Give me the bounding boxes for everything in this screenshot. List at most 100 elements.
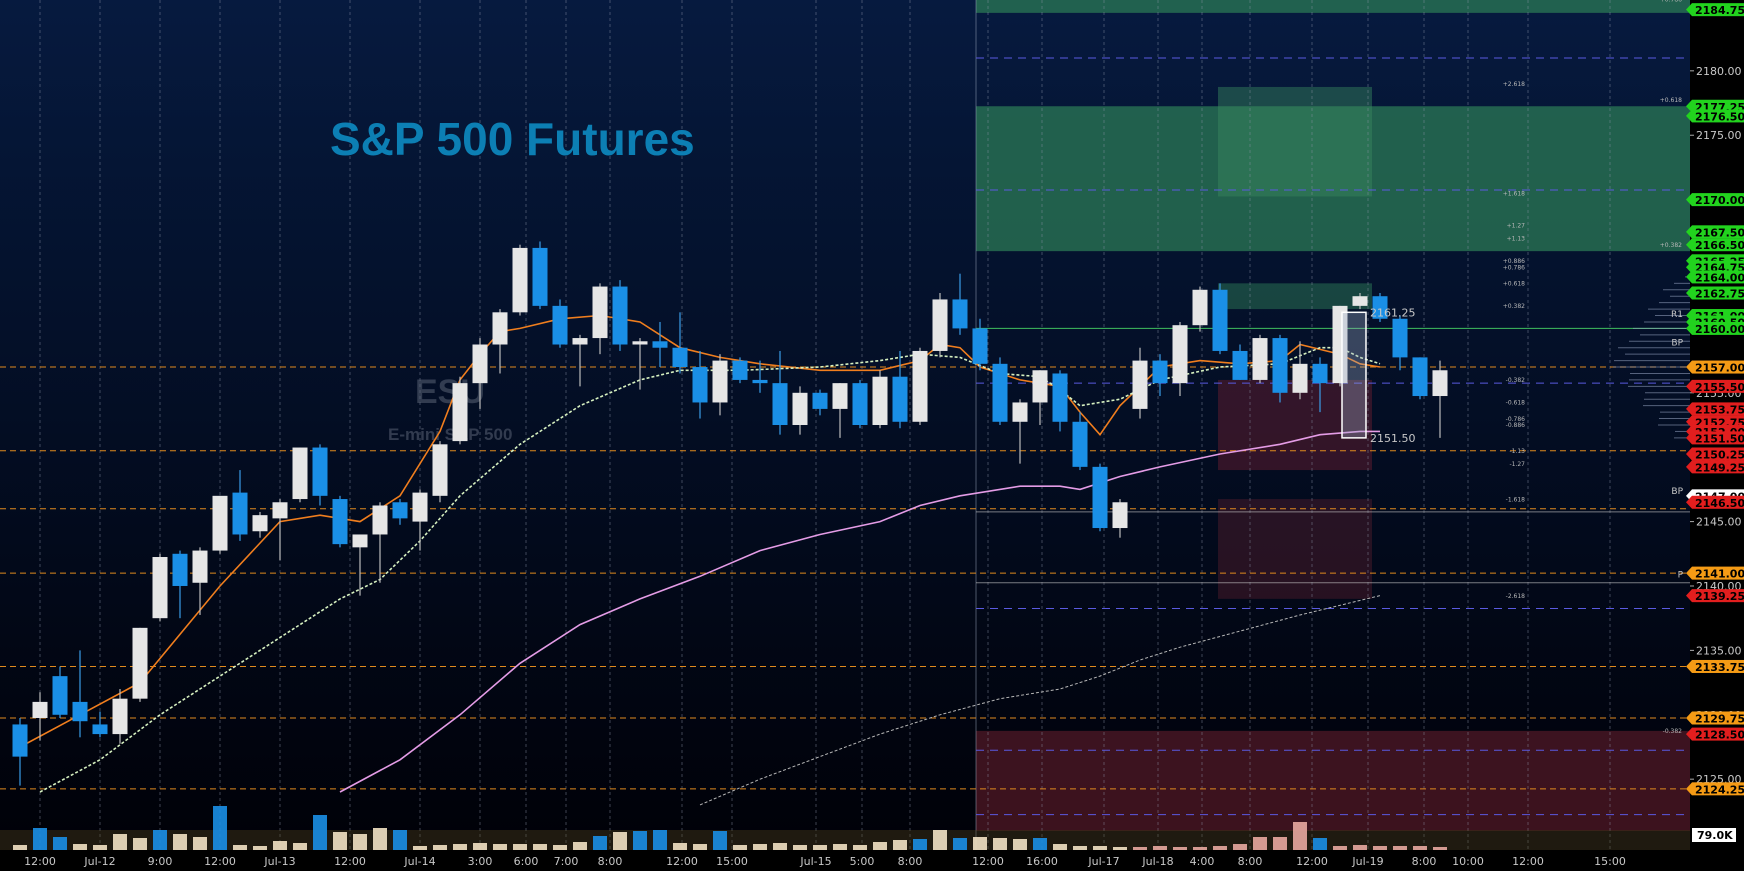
time-tick-label: 12:00: [666, 855, 698, 868]
volume-bar: [1433, 847, 1447, 850]
price-tag-pointer: [1686, 566, 1692, 580]
zone-red: [976, 730, 1690, 831]
price-tag-label: 2170.00: [1695, 194, 1744, 207]
price-tag-pointer: [1686, 193, 1692, 207]
price-tag: [1692, 566, 1744, 580]
fib-label: +0.786: [1660, 0, 1682, 4]
time-tick-label: Jul-14: [403, 855, 435, 868]
time-axis: 12:00 Jul-12 9:00 12:00 Jul-13 12:00 Jul-14 3:0…: [24, 855, 1626, 868]
zone-green: [976, 0, 1690, 13]
candle-body: [592, 286, 608, 339]
volume-bar: [153, 830, 167, 850]
volume-bar: [433, 845, 447, 850]
volume-bar: [893, 840, 907, 850]
price-tag: [1692, 225, 1744, 239]
projection-low-label: 2151.50: [1370, 432, 1416, 445]
candle-body: [1432, 370, 1448, 397]
price-tag-pointer: [1686, 270, 1692, 284]
price-tag-pointer: [1686, 589, 1692, 603]
fib-label: +0.618: [1660, 97, 1682, 104]
candle-body: [1132, 360, 1148, 409]
candle-body: [692, 367, 708, 403]
volume-bar: [773, 843, 787, 850]
volume-bar: [633, 831, 647, 850]
volume-bar: [1193, 847, 1207, 850]
price-tag-label: 2139.25: [1695, 590, 1744, 603]
candle-body: [412, 492, 428, 522]
candles-layer: [12, 241, 1448, 786]
volume-bar: [493, 844, 507, 850]
price-tag: [1692, 379, 1744, 393]
fib-label: -1.13: [1509, 448, 1525, 455]
volume-bar: [1173, 847, 1187, 850]
candle-body: [712, 360, 728, 403]
price-tag-pointer: [1686, 321, 1692, 335]
volume-bar: [133, 838, 147, 850]
fib-label: -1.618: [1506, 496, 1526, 503]
candle-body: [792, 392, 808, 425]
time-tick-label: 6:00: [514, 855, 539, 868]
candle-body: [132, 627, 148, 699]
volume-bar: [653, 830, 667, 850]
fib-labels-layer: +0.786 +0.618 +0.382 -0.382 +2.618 +1.618 +1.2…: [1503, 0, 1684, 735]
moving-average-ma_long: [699, 595, 1381, 806]
time-tick-label: 8:00: [598, 855, 623, 868]
candle-body: [532, 247, 548, 306]
volume-bar: [1133, 847, 1147, 850]
projection-layer: 2161.25 2151.50: [1341, 306, 1416, 445]
price-tag-pointer: [1686, 225, 1692, 239]
price-tag-pointer: [1686, 109, 1692, 123]
fib-label: -0.886: [1506, 422, 1526, 429]
price-tag: [1692, 286, 1744, 300]
candle-body: [552, 305, 568, 345]
candle-body: [272, 502, 288, 519]
pivot-label: BP: [1671, 339, 1683, 349]
candle-body: [32, 701, 48, 718]
price-tag-label: 2153.75: [1695, 403, 1744, 416]
volume-bar: [1153, 846, 1167, 850]
price-tag-label: 2124.25: [1695, 783, 1744, 796]
volume-bar: [673, 843, 687, 850]
fib-label: +1.27: [1507, 223, 1526, 230]
volume-bar: [693, 844, 707, 850]
time-tick-label: 15:00: [1594, 855, 1626, 868]
price-tick-label: 2135.00: [1696, 644, 1742, 657]
candle-body: [912, 350, 928, 422]
volume-bar: [473, 843, 487, 850]
price-tag-label: 2141.00: [1695, 568, 1744, 581]
candle-body: [512, 247, 528, 313]
candle-body: [292, 447, 308, 500]
candle-body: [672, 347, 688, 368]
price-tag-pointer: [1686, 99, 1692, 113]
volume-bar: [1073, 846, 1087, 850]
volume-bar: [513, 844, 527, 850]
volume-bar: [833, 844, 847, 850]
time-tick-label: 10:00: [1452, 855, 1484, 868]
volume-bar: [313, 815, 327, 850]
candle-body: [152, 557, 168, 619]
price-tag-pointer: [1686, 360, 1692, 374]
price-tag-label: 2150.25: [1695, 448, 1744, 461]
volume-bar: [733, 845, 747, 850]
candle-body: [1352, 296, 1368, 306]
price-tag-pointer: [1686, 727, 1692, 741]
price-tag-label: 2160.00: [1695, 323, 1744, 336]
price-tag-pointer: [1686, 447, 1692, 461]
candle-body: [432, 444, 448, 496]
candle-body: [1292, 363, 1308, 393]
time-tick-label: 12:00: [334, 855, 366, 868]
volume-bar: [1013, 839, 1027, 850]
price-tag: [1692, 447, 1744, 461]
volume-bar: [53, 837, 67, 850]
grid-layer: [39, 0, 1611, 850]
volume-bar: [173, 834, 187, 850]
volume-bar: [1353, 845, 1367, 850]
time-tick-label: 7:00: [554, 855, 579, 868]
volume-bar: [413, 846, 427, 850]
volume-bar: [873, 842, 887, 850]
time-tick-label: Jul-15: [799, 855, 831, 868]
price-tag: [1692, 3, 1744, 17]
pivot-label: P: [1678, 571, 1684, 581]
volume-bar: [373, 828, 387, 850]
